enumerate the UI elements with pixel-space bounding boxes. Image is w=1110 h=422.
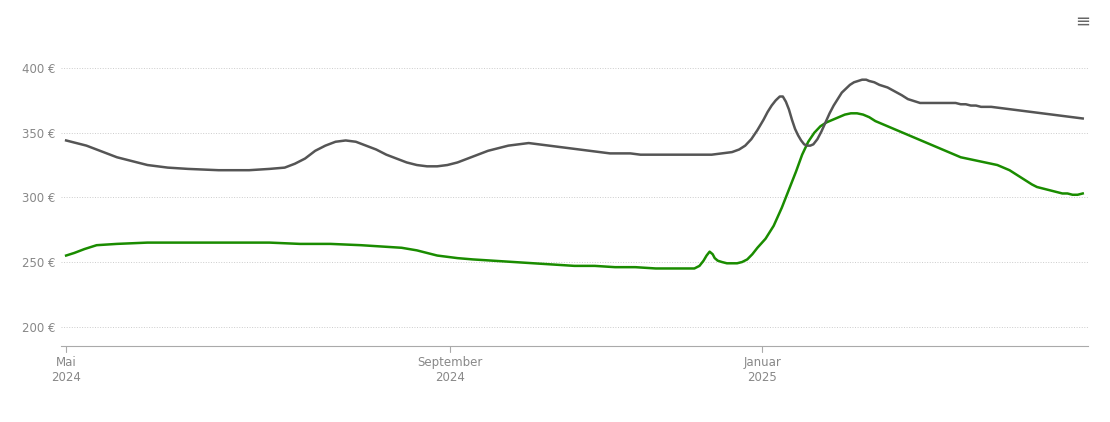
Text: ≡: ≡ xyxy=(1074,13,1090,31)
